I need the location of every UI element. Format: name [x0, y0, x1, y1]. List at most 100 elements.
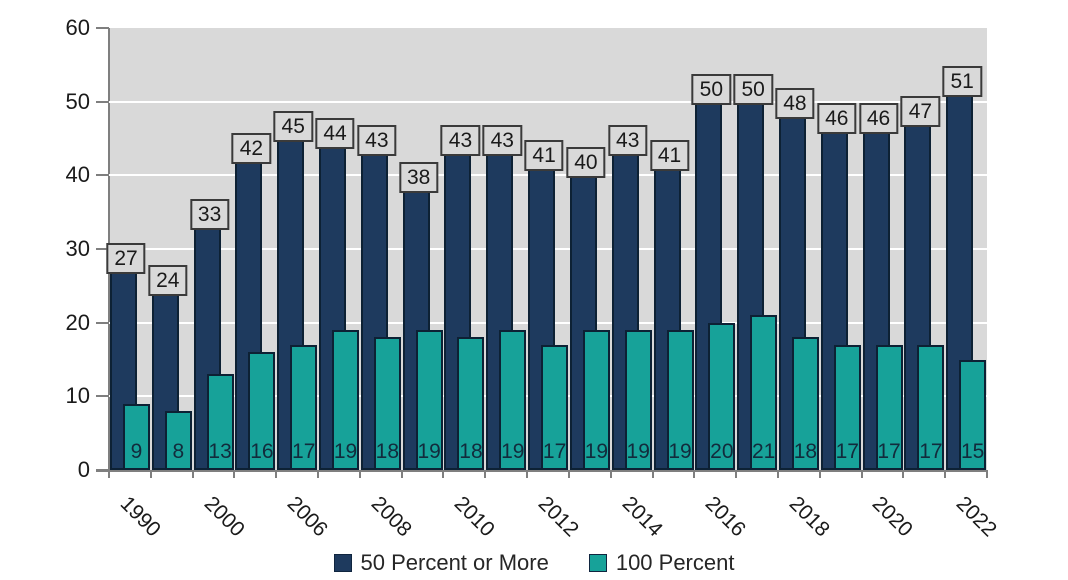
- bar-value-label-100-percent: 17: [919, 440, 943, 463]
- bar-100-percent: [917, 344, 945, 470]
- bar-value-label-100-percent: 19: [417, 440, 441, 463]
- bar-value-label-100-percent: 19: [668, 440, 692, 463]
- bar-value-label-50-percent-or-more: 45: [273, 110, 313, 142]
- legend-label-50-percent-or-more: 50 Percent or More: [360, 550, 549, 575]
- bar-100-percent: [248, 352, 276, 470]
- x-axis-tick: [191, 470, 194, 478]
- bar-value-label-100-percent: 13: [208, 440, 232, 463]
- x-axis-category-label: 2010: [450, 492, 500, 542]
- bar-100-percent: [959, 359, 987, 470]
- y-axis-tick-label: 30: [65, 236, 90, 261]
- x-axis-category-label: 2014: [617, 492, 667, 542]
- bar-100-percent: [290, 344, 318, 470]
- bar-100-percent: [415, 330, 443, 470]
- bar-100-percent: [791, 337, 819, 470]
- y-axis-tick-label: 60: [65, 15, 90, 40]
- y-axis-tick: [96, 321, 109, 324]
- x-axis-category-label: 2016: [700, 492, 751, 542]
- bar-100-percent: [750, 315, 778, 470]
- bar-value-label-50-percent-or-more: 41: [524, 139, 564, 171]
- bar-value-label-50-percent-or-more: 46: [817, 103, 857, 135]
- bar-value-label-100-percent: 21: [751, 440, 776, 463]
- bar-value-label-100-percent: 17: [877, 440, 901, 463]
- gridline: [109, 100, 987, 103]
- x-axis-tick: [108, 470, 110, 478]
- legend-label-100-percent: 100 Percent: [615, 550, 735, 575]
- bar-100-percent: [123, 403, 150, 470]
- x-axis-tick: [609, 470, 612, 478]
- bar-100-percent: [164, 411, 192, 470]
- bar-value-label-50-percent-or-more: 24: [148, 265, 188, 297]
- y-axis-tick-label: 10: [65, 383, 90, 409]
- bar-value-label-100-percent: 18: [375, 440, 400, 463]
- bar-value-label-100-percent: 17: [292, 440, 316, 463]
- bar-value-label-50-percent-or-more: 40: [566, 147, 606, 179]
- x-axis-tick: [400, 470, 403, 478]
- x-axis-tick: [860, 470, 863, 478]
- bar-value-label-50-percent-or-more: 50: [691, 73, 732, 105]
- bar-value-label-50-percent-or-more: 42: [231, 132, 272, 164]
- x-axis-tick: [735, 470, 738, 478]
- bar-value-label-100-percent: 19: [584, 440, 609, 463]
- bar-100-percent: [582, 330, 610, 470]
- bar-100-percent: [373, 337, 401, 470]
- bar-100-percent: [206, 374, 234, 470]
- y-axis-tick-label: 40: [65, 162, 90, 188]
- x-axis-tick: [693, 470, 696, 478]
- x-axis-tick: [275, 470, 278, 478]
- x-axis-tick: [358, 470, 361, 478]
- y-axis-tick: [96, 27, 109, 29]
- bar-100-percent: [499, 330, 527, 470]
- bar-100-percent: [708, 322, 736, 470]
- bar-100-percent: [457, 337, 485, 470]
- bar-value-label-100-percent: 9: [130, 440, 143, 463]
- bar-100-percent: [833, 344, 861, 470]
- x-axis-category-label: 2020: [868, 492, 918, 542]
- bar-value-label-100-percent: 20: [710, 440, 734, 463]
- bar-value-label-100-percent: 15: [961, 440, 985, 463]
- bar-value-label-100-percent: 19: [626, 440, 650, 463]
- bar-value-label-100-percent: 18: [793, 440, 818, 463]
- x-axis-category-label: 2008: [366, 492, 416, 542]
- legend-item-50-percent-or-more: 50 Percent or More: [333, 550, 549, 576]
- bar-value-label-50-percent-or-more: 44: [315, 117, 355, 149]
- bar-value-label-50-percent-or-more: 43: [357, 125, 397, 157]
- bar-100-percent: [666, 330, 694, 470]
- bar-value-label-100-percent: 19: [501, 440, 525, 463]
- bar-100-percent: [332, 330, 360, 470]
- x-axis-tick: [526, 470, 529, 478]
- x-axis-tick: [776, 470, 779, 478]
- x-axis-tick: [944, 470, 947, 478]
- x-axis-category-label: 2022: [951, 492, 1002, 542]
- x-axis-tick: [986, 470, 988, 478]
- bar-value-label-50-percent-or-more: 43: [440, 125, 481, 157]
- x-axis-tick: [567, 470, 570, 478]
- x-axis-category-label: 2006: [282, 492, 333, 542]
- y-axis-tick: [96, 395, 109, 398]
- x-axis-category-label: 1990: [115, 492, 165, 542]
- bar-value-label-100-percent: 17: [835, 440, 859, 463]
- bar-100-percent: [624, 330, 652, 470]
- bar-100-percent: [875, 344, 903, 470]
- y-axis-tick: [96, 174, 109, 177]
- bar-value-label-50-percent-or-more: 43: [608, 125, 648, 157]
- y-axis-tick-label: 50: [65, 88, 90, 114]
- bar-value-label-100-percent: 17: [542, 440, 567, 463]
- x-axis-line: [96, 470, 987, 472]
- bar-100-percent: [541, 344, 569, 470]
- legend-item-100-percent: 100 Percent: [588, 550, 735, 576]
- bar-value-label-50-percent-or-more: 47: [900, 95, 941, 127]
- y-axis-tick-label: 20: [65, 309, 90, 335]
- x-axis-tick: [651, 470, 654, 478]
- bar-value-label-50-percent-or-more: 41: [649, 139, 690, 171]
- x-axis-tick: [233, 470, 236, 478]
- y-axis-tick-label: 0: [77, 457, 90, 482]
- x-axis-tick: [902, 470, 905, 478]
- x-axis-tick: [818, 470, 821, 478]
- y-axis-tick: [96, 248, 109, 250]
- x-axis-tick: [149, 470, 152, 478]
- legend-swatch-100-percent: [588, 554, 607, 572]
- bar-value-label-100-percent: 8: [172, 440, 185, 463]
- x-axis-tick: [317, 470, 320, 478]
